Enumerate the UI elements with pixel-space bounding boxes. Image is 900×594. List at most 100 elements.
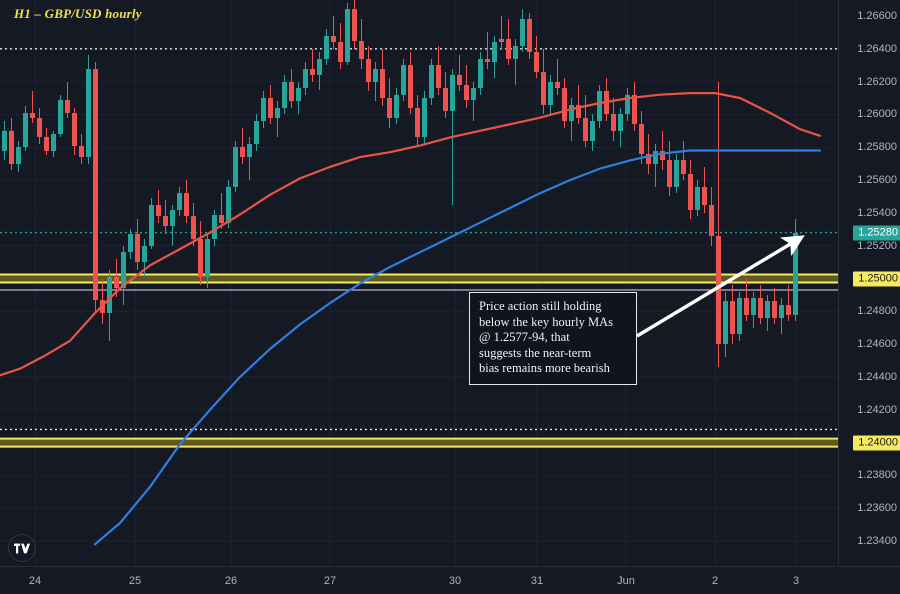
candle-body <box>352 9 357 41</box>
candle-wick <box>312 48 313 82</box>
candle-body <box>149 204 154 246</box>
candle-body <box>51 134 56 151</box>
candle-wick <box>487 32 488 69</box>
candle-body <box>275 107 280 118</box>
price-axis-tick: 1.26600 <box>857 10 897 22</box>
candle-body <box>793 232 798 315</box>
candle-body <box>16 147 21 164</box>
price-axis-tick: 1.26000 <box>857 108 897 121</box>
candle-body <box>625 94 630 115</box>
candle-body <box>373 68 378 82</box>
candle-body <box>2 130 7 151</box>
candle-wick <box>221 193 222 230</box>
candle-body <box>37 117 42 138</box>
price-axis-tick: 1.25800 <box>857 141 897 154</box>
time-axis-tick: 2 <box>711 575 719 587</box>
candle-body <box>58 99 63 135</box>
tradingview-logo[interactable] <box>8 534 36 562</box>
candle-body <box>611 114 616 131</box>
price-axis-tick: 1.23800 <box>857 469 897 482</box>
candle-body <box>254 121 259 144</box>
candle-body <box>296 88 301 102</box>
price-level-label: 1.24000 <box>853 435 900 451</box>
candle-body <box>324 35 329 59</box>
candle-body <box>247 143 252 158</box>
candle-body <box>212 214 217 240</box>
candle-body <box>429 65 434 99</box>
candle-body <box>772 301 777 318</box>
candle-body <box>646 153 651 164</box>
current-price-label: 1.25280 <box>853 225 900 241</box>
candle-body <box>737 298 742 335</box>
candle-body <box>569 104 574 121</box>
candle-body <box>23 112 28 148</box>
candle-body <box>730 301 735 335</box>
candle-wick <box>32 91 33 123</box>
candle-body <box>751 298 756 315</box>
time-axis[interactable]: 24 25 26 27 30 31 Jun 2 3 <box>0 566 900 594</box>
candle-body <box>779 304 784 318</box>
candle-body <box>303 68 308 89</box>
price-axis[interactable]: 1.26600 1.26400 1.26200 1.26000 1.25800 1.256… <box>838 0 900 566</box>
candle-wick <box>459 55 460 92</box>
chart-plot-area[interactable]: H1 – GBP/USD hourly Price action still h… <box>0 0 838 566</box>
candle-body <box>93 68 98 300</box>
candle-body <box>226 186 231 223</box>
price-axis-tick: 1.24800 <box>857 305 897 318</box>
candle-body <box>240 147 245 158</box>
price-axis-tick: 1.24400 <box>857 370 897 383</box>
candle-body <box>86 68 91 158</box>
candle-body <box>394 94 399 118</box>
candle-body <box>443 88 448 112</box>
candle-body <box>282 81 287 108</box>
candle-body <box>758 298 763 318</box>
candle-body <box>107 276 112 313</box>
candle-wick <box>242 127 243 164</box>
candle-wick <box>655 143 656 187</box>
candle-body <box>520 19 525 46</box>
candle-wick <box>501 16 502 49</box>
candle-body <box>205 239 210 277</box>
candle-body <box>478 58 483 89</box>
candle-body <box>653 150 658 164</box>
candle-body <box>590 121 595 141</box>
candle-body <box>233 147 238 187</box>
candle-body <box>359 40 364 59</box>
candle-body <box>702 186 707 205</box>
candle-body <box>541 71 546 105</box>
candle-body <box>548 81 553 105</box>
candle-body <box>436 65 441 89</box>
candle-body <box>681 160 686 174</box>
candle-body <box>688 173 693 210</box>
time-axis-tick: 24 <box>28 575 42 587</box>
annotation-line-4: suggests the near-term <box>479 345 592 360</box>
candle-body <box>289 81 294 102</box>
price-axis-tick: 1.23400 <box>857 535 897 547</box>
candle-wick <box>718 81 719 368</box>
candle-body <box>79 145 84 158</box>
candle-body <box>338 42 343 62</box>
candle-body <box>114 276 119 289</box>
candle-body <box>44 137 49 151</box>
candle-body <box>380 68 385 99</box>
candle-body <box>415 107 420 138</box>
candle-body <box>639 124 644 154</box>
price-axis-tick: 1.25200 <box>857 239 897 252</box>
price-level-label: 1.25000 <box>853 271 900 286</box>
candle-body <box>597 91 602 121</box>
candle-body <box>464 84 469 100</box>
candle-body <box>366 58 371 82</box>
time-axis-tick: 31 <box>530 575 544 587</box>
candle-body <box>30 112 35 118</box>
candle-body <box>191 216 196 240</box>
candle-wick <box>375 61 376 102</box>
candle-body <box>716 235 721 345</box>
price-axis-tick: 1.24600 <box>857 338 897 351</box>
candle-body <box>331 35 336 43</box>
candle-body <box>135 234 140 263</box>
candle-wick <box>333 16 334 49</box>
price-axis-tick: 1.26200 <box>857 75 897 88</box>
candle-body <box>268 98 273 118</box>
price-axis-tick: 1.25600 <box>857 174 897 187</box>
